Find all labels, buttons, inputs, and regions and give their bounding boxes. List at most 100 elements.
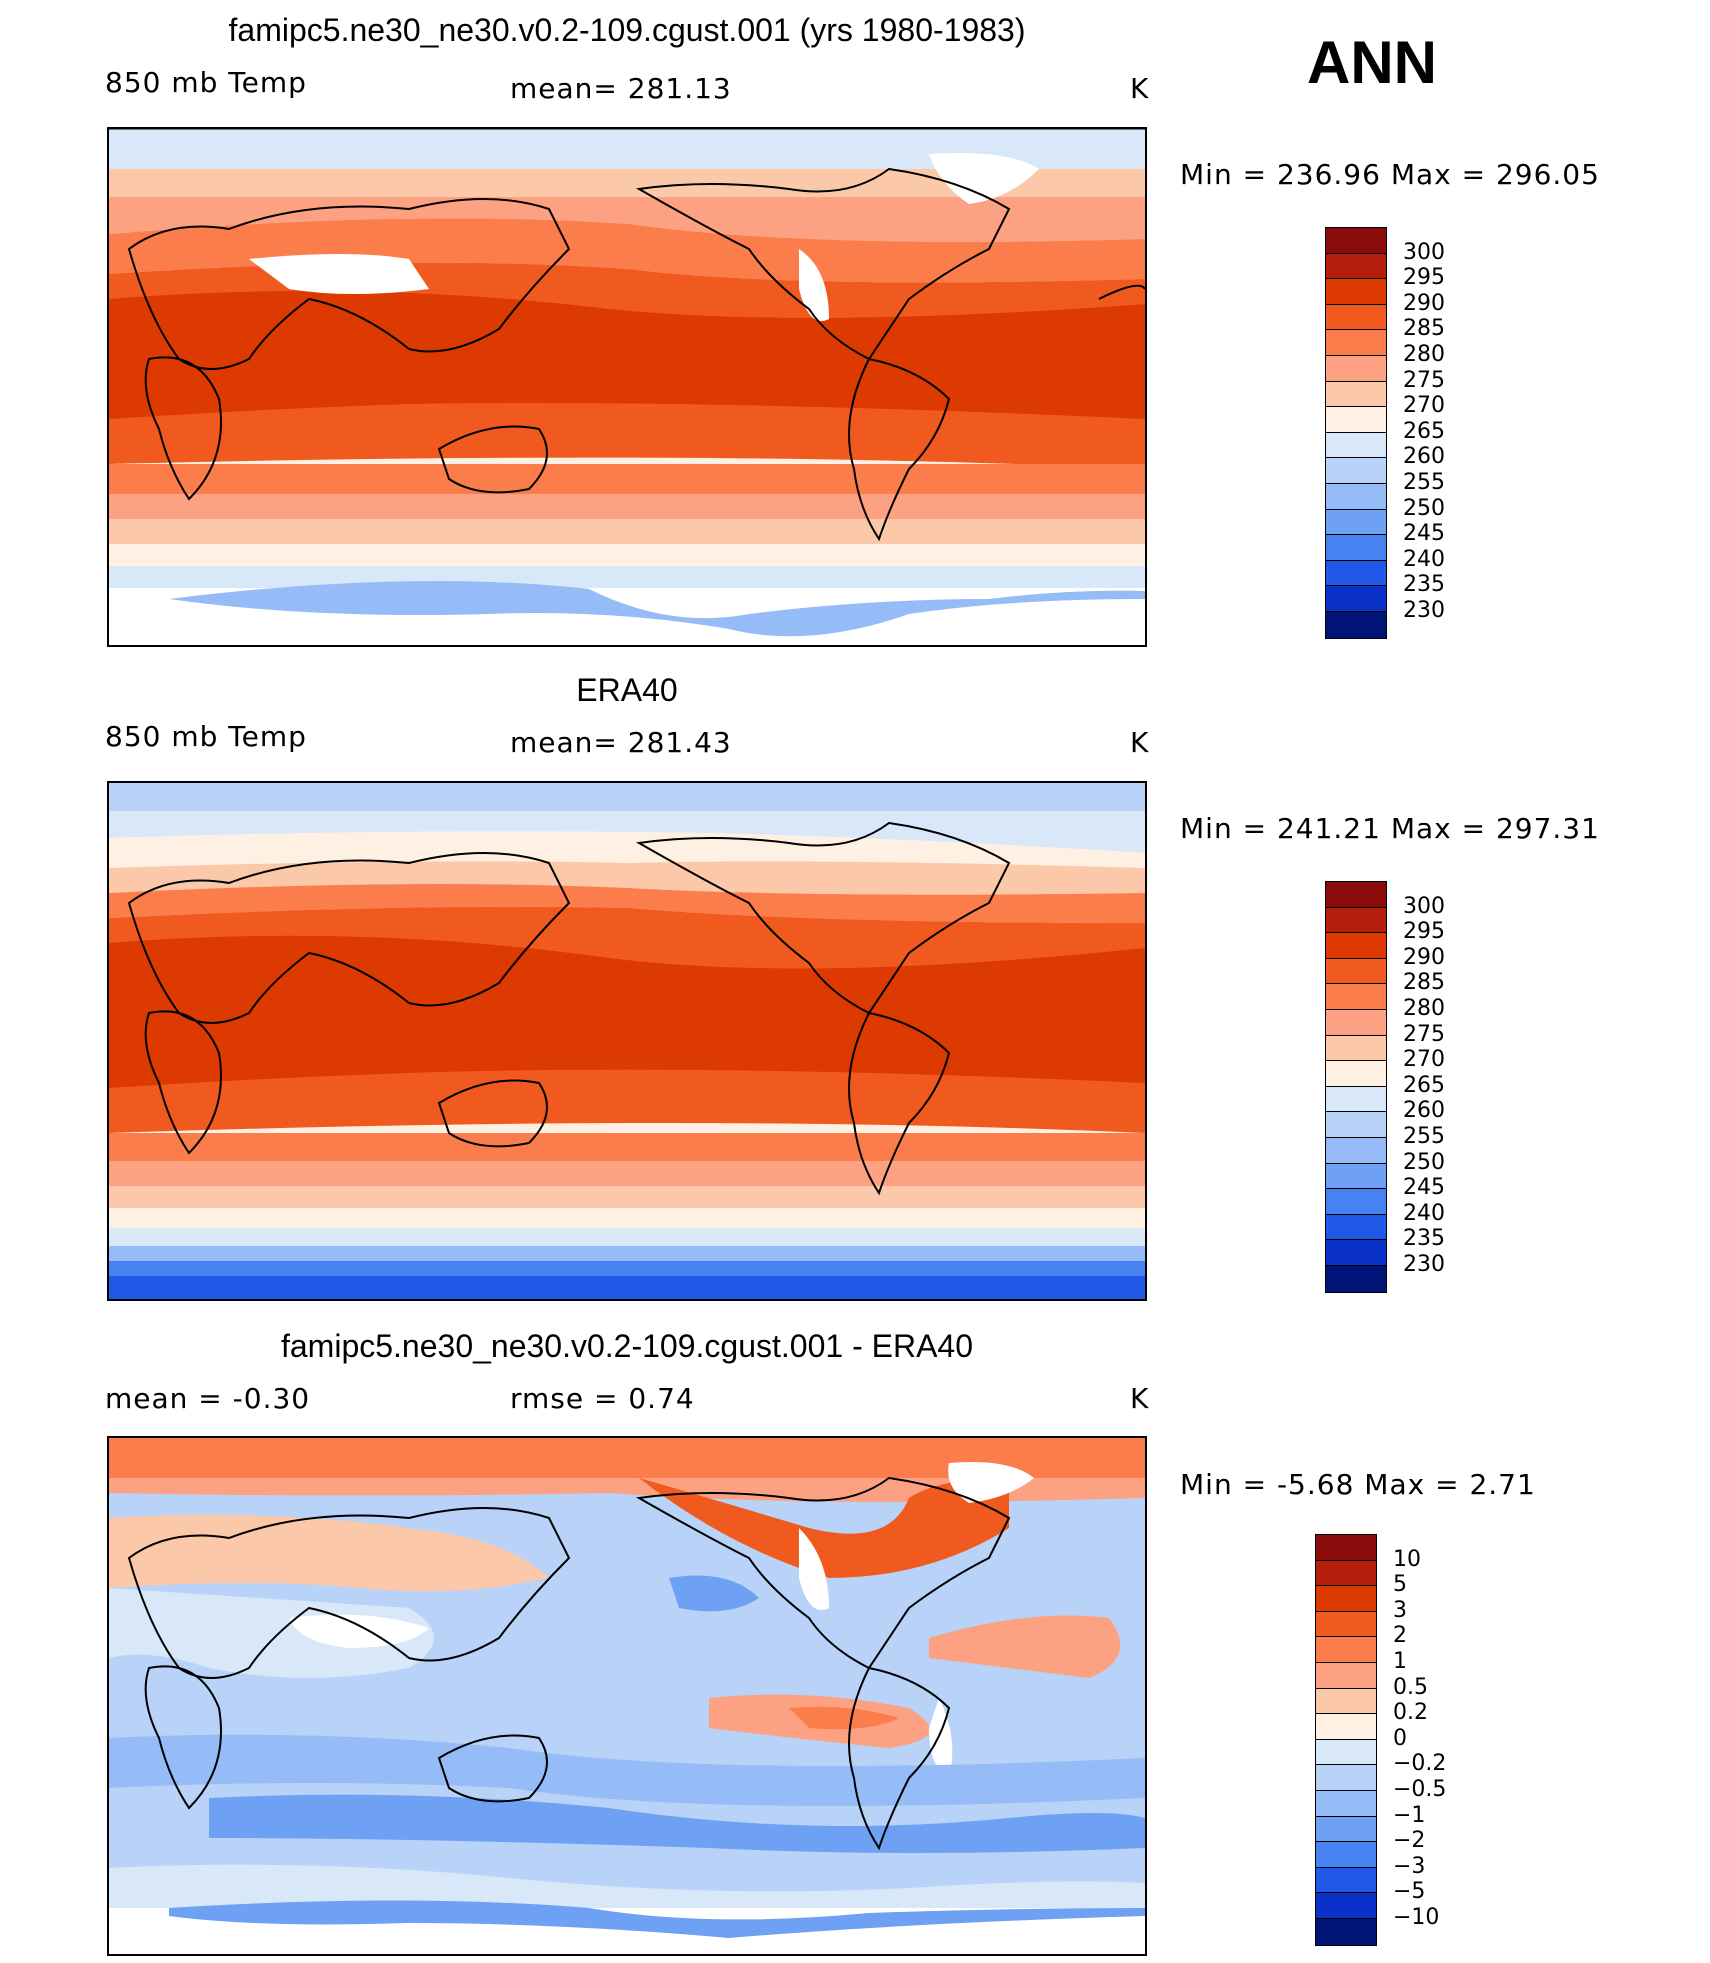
colorbar-tick-label: 235	[1403, 572, 1445, 598]
panel1-units-label: K	[1130, 72, 1150, 105]
colorbar-swatch	[1326, 381, 1386, 408]
panel1-minmax: Min = 236.96 Max = 296.05	[1180, 158, 1600, 191]
colorbar-swatch	[1316, 1586, 1376, 1612]
colorbar-tick-label: −1	[1393, 1802, 1426, 1828]
colorbar-swatch	[1316, 1893, 1376, 1919]
colorbar-tick-label: 235	[1403, 1226, 1445, 1252]
colorbar-tick-label: 230	[1403, 598, 1445, 623]
colorbar-tick-label: −0.2	[1393, 1751, 1447, 1777]
season-label: ANN	[1307, 29, 1437, 96]
panel2-minmax: Min = 241.21 Max = 297.31	[1180, 812, 1600, 845]
panel3-colorbar	[1315, 1534, 1377, 1946]
colorbar-swatch	[1326, 279, 1386, 305]
colorbar-swatch	[1316, 1714, 1376, 1740]
panel3-title: famipc5.ne30_ne30.v0.2-109.cgust.001 - E…	[280, 1328, 973, 1364]
colorbar-swatch	[1326, 458, 1386, 484]
colorbar-swatch	[1326, 535, 1386, 561]
colorbar-swatch	[1316, 1842, 1376, 1868]
colorbar-swatch	[1326, 611, 1386, 638]
colorbar-tick-label: 300	[1403, 239, 1445, 265]
colorbar-swatch	[1326, 304, 1386, 331]
panel3-rmse-label: rmse = 0.74	[510, 1382, 695, 1415]
panel1-map	[107, 127, 1147, 647]
panel3-field	[109, 1438, 1145, 1954]
colorbar-tick-label: 285	[1403, 316, 1445, 342]
colorbar-tick-label: 255	[1403, 470, 1445, 495]
colorbar-swatch	[1326, 1240, 1386, 1266]
colorbar-swatch	[1316, 1918, 1376, 1945]
colorbar-tick-label: 240	[1403, 546, 1445, 572]
panel3-mean-label: mean = -0.30	[105, 1382, 311, 1415]
colorbar-swatch	[1326, 586, 1386, 612]
colorbar-tick-label: 0.2	[1393, 1700, 1428, 1726]
colorbar-swatch	[1326, 253, 1386, 280]
colorbar-tick-label: −3	[1393, 1853, 1426, 1879]
colorbar-tick-label: 290	[1403, 290, 1445, 316]
panel2-mean-label: mean= 281.43	[510, 726, 732, 759]
colorbar-tick-label: 290	[1403, 944, 1445, 970]
colorbar-swatch	[1326, 984, 1386, 1010]
panel2-units-label: K	[1130, 726, 1150, 759]
panel1-colorbar	[1325, 227, 1387, 639]
colorbar-tick-label: 0.5	[1393, 1674, 1428, 1700]
panel2-field	[109, 783, 1145, 1299]
colorbar-swatch	[1316, 1739, 1376, 1766]
colorbar-tick-label: 230	[1403, 1252, 1445, 1277]
colorbar-swatch	[1326, 330, 1386, 356]
colorbar-tick-label: 245	[1403, 1175, 1445, 1201]
colorbar-tick-label: 1	[1393, 1649, 1407, 1674]
colorbar-swatch	[1326, 1163, 1386, 1190]
colorbar-tick-label: 5	[1393, 1572, 1407, 1598]
colorbar-tick-label: 300	[1403, 893, 1445, 919]
colorbar-swatch	[1326, 483, 1386, 510]
colorbar-swatch	[1326, 509, 1386, 536]
colorbar-tick-label: 265	[1403, 418, 1445, 444]
colorbar-swatch	[1326, 355, 1386, 382]
colorbar-swatch	[1316, 1611, 1376, 1638]
colorbar-swatch	[1326, 1086, 1386, 1113]
colorbar-tick-label: 265	[1403, 1072, 1445, 1098]
colorbar-swatch	[1326, 1035, 1386, 1062]
colorbar-swatch	[1316, 1535, 1376, 1561]
colorbar-swatch	[1326, 1137, 1386, 1164]
colorbar-tick-label: 10	[1393, 1546, 1421, 1572]
colorbar-tick-label: 3	[1393, 1597, 1407, 1623]
colorbar-tick-label: 260	[1403, 1098, 1445, 1124]
panel1-title: famipc5.ne30_ne30.v0.2-109.cgust.001 (yr…	[228, 12, 1026, 48]
colorbar-tick-label: 295	[1403, 919, 1445, 945]
colorbar-tick-label: 0	[1393, 1725, 1407, 1751]
panel2-variable-label: 850 mb Temp	[105, 720, 307, 753]
colorbar-swatch	[1326, 560, 1386, 587]
colorbar-swatch	[1326, 1112, 1386, 1138]
colorbar-tick-label: −0.5	[1393, 1777, 1447, 1802]
colorbar-swatch	[1316, 1765, 1376, 1791]
colorbar-tick-label: 2	[1393, 1623, 1407, 1649]
colorbar-tick-label: 275	[1403, 367, 1445, 393]
colorbar-tick-label: 270	[1403, 1047, 1445, 1073]
panel3-units-label: K	[1130, 1382, 1150, 1415]
colorbar-swatch	[1326, 882, 1386, 908]
colorbar-tick-label: 240	[1403, 1200, 1445, 1226]
panel1-field	[109, 129, 1145, 645]
colorbar-swatch	[1326, 407, 1386, 433]
colorbar-swatch	[1316, 1790, 1376, 1817]
colorbar-swatch	[1326, 933, 1386, 959]
colorbar-swatch	[1326, 228, 1386, 254]
colorbar-swatch	[1316, 1637, 1376, 1663]
panel1-mean-label: mean= 281.13	[510, 72, 732, 105]
colorbar-swatch	[1316, 1662, 1376, 1689]
colorbar-tick-label: 270	[1403, 393, 1445, 419]
colorbar-swatch	[1326, 432, 1386, 459]
colorbar-swatch	[1326, 1265, 1386, 1292]
colorbar-tick-label: 280	[1403, 342, 1445, 367]
colorbar-tick-label: 295	[1403, 265, 1445, 291]
colorbar-tick-label: −5	[1393, 1879, 1426, 1905]
colorbar-swatch	[1326, 1214, 1386, 1241]
panel1-variable-label: 850 mb Temp	[105, 66, 307, 99]
colorbar-swatch	[1326, 1009, 1386, 1036]
colorbar-swatch	[1316, 1688, 1376, 1715]
colorbar-tick-label: 285	[1403, 970, 1445, 996]
colorbar-tick-label: 250	[1403, 495, 1445, 521]
colorbar-tick-label: −10	[1393, 1905, 1440, 1930]
colorbar-tick-label: 255	[1403, 1124, 1445, 1149]
